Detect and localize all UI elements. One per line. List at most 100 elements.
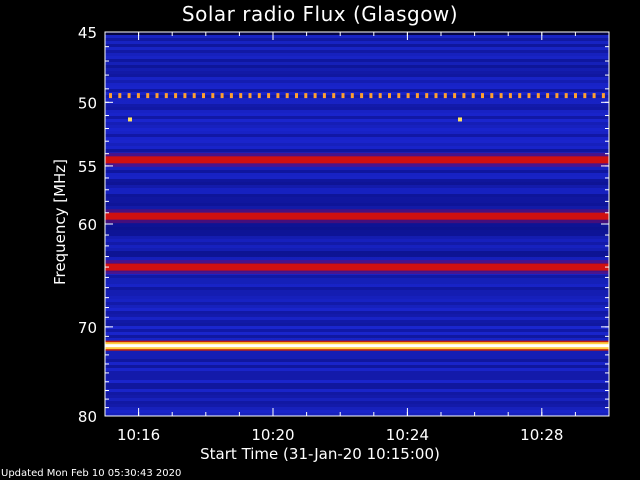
pulse-dot bbox=[471, 93, 475, 99]
pulse-dot bbox=[164, 93, 168, 99]
texture-stripe bbox=[105, 146, 609, 149]
x-tick-label: 10:24 bbox=[386, 426, 429, 444]
texture-stripe bbox=[105, 206, 609, 209]
pulse-dot bbox=[192, 93, 196, 99]
texture-stripe bbox=[105, 95, 609, 98]
texture-stripe bbox=[105, 149, 609, 152]
pulse-dot bbox=[118, 93, 122, 99]
texture-stripe bbox=[105, 380, 609, 383]
texture-stripe bbox=[105, 242, 609, 245]
pulse-dot bbox=[146, 93, 150, 99]
pulse-dot bbox=[555, 93, 559, 99]
texture-stripe bbox=[105, 338, 609, 341]
texture-stripe bbox=[105, 230, 609, 233]
texture-stripe bbox=[105, 407, 609, 410]
texture-stripe bbox=[105, 47, 609, 50]
pulse-dot bbox=[295, 93, 298, 99]
texture-stripe bbox=[105, 71, 609, 74]
texture-stripe bbox=[105, 311, 609, 314]
pulse-dot bbox=[592, 93, 596, 99]
x-axis: 10:16 10:20 10:24 10:28 bbox=[104, 32, 610, 444]
texture-stripe bbox=[105, 275, 609, 278]
texture-stripe bbox=[105, 68, 609, 71]
texture-stripe bbox=[105, 80, 609, 83]
texture-stripe bbox=[105, 200, 609, 203]
texture-stripe bbox=[105, 137, 609, 140]
pulse-dot bbox=[360, 93, 364, 99]
texture-stripe bbox=[105, 329, 609, 332]
pulse-dot bbox=[453, 93, 457, 99]
pulse-dot bbox=[304, 93, 308, 99]
texture-stripe bbox=[105, 116, 609, 119]
texture-stripe bbox=[105, 248, 609, 251]
texture-stripe bbox=[105, 254, 609, 257]
pulse-dot bbox=[257, 93, 261, 99]
texture-stripe bbox=[105, 113, 609, 116]
y-axis-label: Frequency [MHz] bbox=[51, 158, 69, 286]
pulse-dot bbox=[388, 93, 391, 99]
pulse-dot bbox=[276, 93, 280, 99]
x-tick-label: 10:28 bbox=[520, 426, 563, 444]
texture-stripe bbox=[105, 185, 609, 188]
texture-stripe bbox=[105, 182, 609, 185]
chart-title: Solar radio Flux (Glasgow) bbox=[181, 2, 459, 26]
texture-stripe bbox=[105, 83, 609, 86]
texture-stripe bbox=[105, 245, 609, 248]
edge-strip bbox=[105, 32, 609, 35]
pulse-dot bbox=[406, 93, 410, 99]
pulse-dot bbox=[564, 93, 568, 99]
texture-stripe bbox=[105, 368, 609, 371]
texture-stripe bbox=[105, 104, 609, 107]
y-axis: 45 50 55 60 70 80 bbox=[78, 24, 609, 426]
texture-stripe bbox=[105, 392, 609, 395]
pulse-dot bbox=[369, 93, 373, 99]
texture-stripe bbox=[105, 134, 609, 137]
y-tick-label: 60 bbox=[78, 216, 97, 234]
texture-stripe bbox=[105, 398, 609, 401]
pulse-dot bbox=[127, 93, 131, 99]
texture-stripe bbox=[105, 299, 609, 302]
pulse-dot bbox=[490, 93, 494, 99]
y-tick-label: 80 bbox=[78, 408, 97, 426]
texture-stripe bbox=[105, 35, 609, 38]
texture-stripe bbox=[105, 65, 609, 68]
texture-stripe bbox=[105, 293, 609, 296]
texture-stripe bbox=[105, 50, 609, 53]
texture-stripe bbox=[105, 197, 609, 200]
texture-stripe bbox=[105, 236, 609, 239]
texture-stripe bbox=[105, 110, 609, 113]
texture-stripe bbox=[105, 44, 609, 47]
pulse-dot bbox=[574, 93, 577, 99]
x-tick-label: 10:20 bbox=[251, 426, 294, 444]
texture-stripe bbox=[105, 323, 609, 326]
pulse-dot bbox=[397, 93, 401, 99]
texture-stripe bbox=[105, 107, 609, 110]
texture-stripe bbox=[105, 413, 609, 416]
pulse-dot bbox=[109, 93, 112, 99]
pulse-dot bbox=[211, 93, 215, 99]
texture-stripe bbox=[105, 194, 609, 197]
texture-stripe bbox=[105, 383, 609, 386]
pulse-dot bbox=[248, 93, 252, 99]
texture-stripe bbox=[105, 257, 609, 260]
texture-stripe bbox=[105, 317, 609, 320]
emission-band bbox=[105, 263, 609, 271]
texture-stripe bbox=[105, 224, 609, 227]
burst-point bbox=[128, 117, 132, 122]
y-tick-label: 45 bbox=[78, 24, 97, 42]
texture-stripe bbox=[105, 140, 609, 143]
pulse-dot bbox=[425, 93, 429, 99]
texture-stripe bbox=[105, 371, 609, 374]
pulse-dot bbox=[313, 93, 317, 99]
texture-stripe bbox=[105, 173, 609, 176]
texture-stripe bbox=[105, 74, 609, 77]
pulse-dot bbox=[499, 93, 503, 99]
pulse-dot bbox=[434, 93, 438, 99]
updated-timestamp: Updated Mon Feb 10 05:30:43 2020 bbox=[1, 468, 182, 479]
texture-stripe bbox=[105, 296, 609, 299]
pulse-dot bbox=[583, 93, 587, 99]
pulse-dot bbox=[220, 93, 224, 99]
texture-stripe bbox=[105, 119, 609, 122]
texture-stripe bbox=[105, 167, 609, 170]
